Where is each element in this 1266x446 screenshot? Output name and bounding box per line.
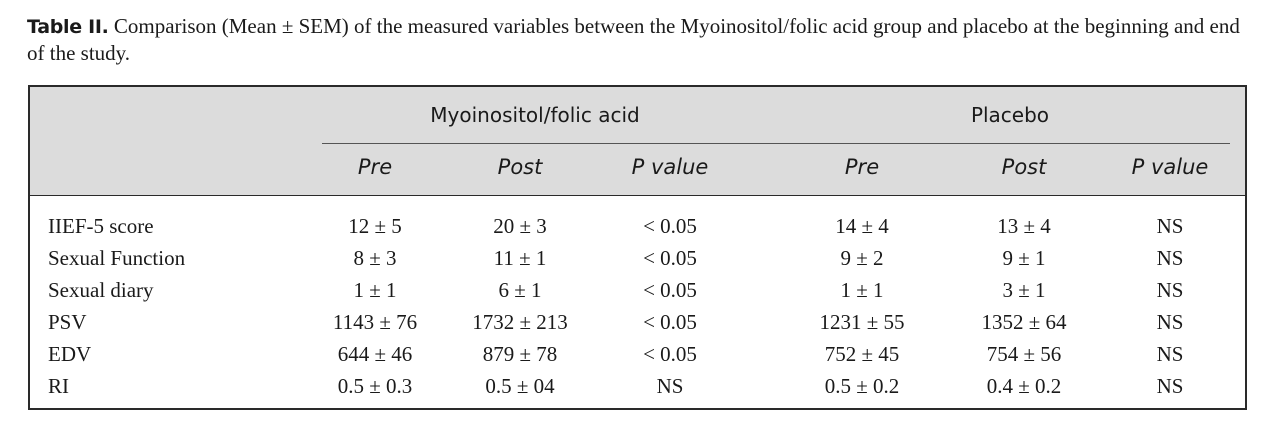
table-cell: 11 ± 1: [493, 246, 547, 270]
subheader-pvalue-placebo: P value: [1131, 155, 1209, 179]
group-header-placebo: Placebo: [970, 103, 1050, 127]
row-label: IIEF-5 score: [48, 214, 154, 238]
table-cell: 0.5 ± 04: [485, 374, 555, 398]
table-row: RI 0.5 ± 0.3 0.5 ± 04 NS 0.5 ± 0.2 0.4 ± 0.2 N…: [30, 370, 1245, 402]
subheader-pre-treatment: Pre: [357, 155, 393, 179]
table-caption: Table II. Comparison (Mean ± SEM) of the…: [27, 13, 1249, 66]
table-cell: 1231 ± 55: [819, 310, 905, 334]
subheader-post-placebo: Post: [1001, 155, 1047, 179]
table-row: Sexual Function 8 ± 3 11 ± 1 < 0.05 9 ± 2 9 ±…: [30, 242, 1245, 274]
table-cell: 752 ± 45: [824, 342, 900, 366]
table-cell: NS: [1156, 310, 1184, 334]
table-cell: < 0.05: [643, 310, 697, 334]
table-cell: 1732 ± 213: [472, 310, 568, 334]
table-cell: < 0.05: [643, 278, 697, 302]
table-cell: 6 ± 1: [498, 278, 542, 302]
table-cell: 1352 ± 64: [981, 310, 1067, 334]
table-header: Myoinositol/folic acid Placebo Pre Post …: [30, 87, 1245, 196]
table-cell: 9 ± 1: [1002, 246, 1046, 270]
table-row: Sexual diary 1 ± 1 6 ± 1 < 0.05 1 ± 1 3 ± 1 NS: [30, 274, 1245, 306]
table-cell: 1 ± 1: [840, 278, 884, 302]
table-cell: 754 ± 56: [986, 342, 1062, 366]
table-cell: 644 ± 46: [337, 342, 413, 366]
table-cell: NS: [1156, 278, 1184, 302]
table-cell: < 0.05: [643, 214, 697, 238]
group-header-myoinositol: Myoinositol/folic acid: [430, 103, 640, 127]
table-cell: 8 ± 3: [353, 246, 397, 270]
subheader-post-treatment: Post: [497, 155, 543, 179]
table-row: EDV 644 ± 46 879 ± 78 < 0.05 752 ± 45 754 ± 5…: [30, 338, 1245, 370]
table-cell: 20 ± 3: [493, 214, 547, 238]
table-cell: 3 ± 1: [1002, 278, 1046, 302]
table-cell: 9 ± 2: [840, 246, 884, 270]
table-cell: < 0.05: [643, 342, 697, 366]
table-cell: NS: [1156, 374, 1184, 398]
table-row: IIEF-5 score 12 ± 5 20 ± 3 < 0.05 14 ± 4 13 ±…: [30, 210, 1245, 242]
row-label: Sexual Function: [48, 246, 186, 270]
subheader-pvalue-treatment: P value: [631, 155, 709, 179]
table-cell: 0.5 ± 0.3: [337, 374, 413, 398]
table-cell: NS: [656, 374, 684, 398]
row-label: Sexual diary: [48, 278, 154, 302]
table-cell: NS: [1156, 246, 1184, 270]
table-cell: 1 ± 1: [353, 278, 397, 302]
table-caption-text: Comparison (Mean ± SEM) of the measured …: [27, 14, 1240, 65]
table-cell: 12 ± 5: [348, 214, 402, 238]
table-cell: 879 ± 78: [482, 342, 558, 366]
row-label: PSV: [48, 310, 87, 334]
row-label: EDV: [48, 342, 92, 366]
subheader-pre-placebo: Pre: [844, 155, 880, 179]
table-row: PSV 1143 ± 76 1732 ± 213 < 0.05 1231 ± 55 135…: [30, 306, 1245, 338]
table-cell: 0.5 ± 0.2: [824, 374, 900, 398]
table-cell: 1143 ± 76: [332, 310, 418, 334]
table-cell: NS: [1156, 214, 1184, 238]
data-table: Myoinositol/folic acid Placebo Pre Post …: [28, 85, 1247, 410]
row-label: RI: [48, 374, 69, 398]
table-cell: 13 ± 4: [997, 214, 1051, 238]
table-cell: NS: [1156, 342, 1184, 366]
table-caption-label: Table II.: [27, 16, 109, 38]
table-cell: < 0.05: [643, 246, 697, 270]
group-header-rule: [322, 143, 1230, 144]
table-cell: 0.4 ± 0.2: [986, 374, 1062, 398]
table-cell: 14 ± 4: [835, 214, 889, 238]
